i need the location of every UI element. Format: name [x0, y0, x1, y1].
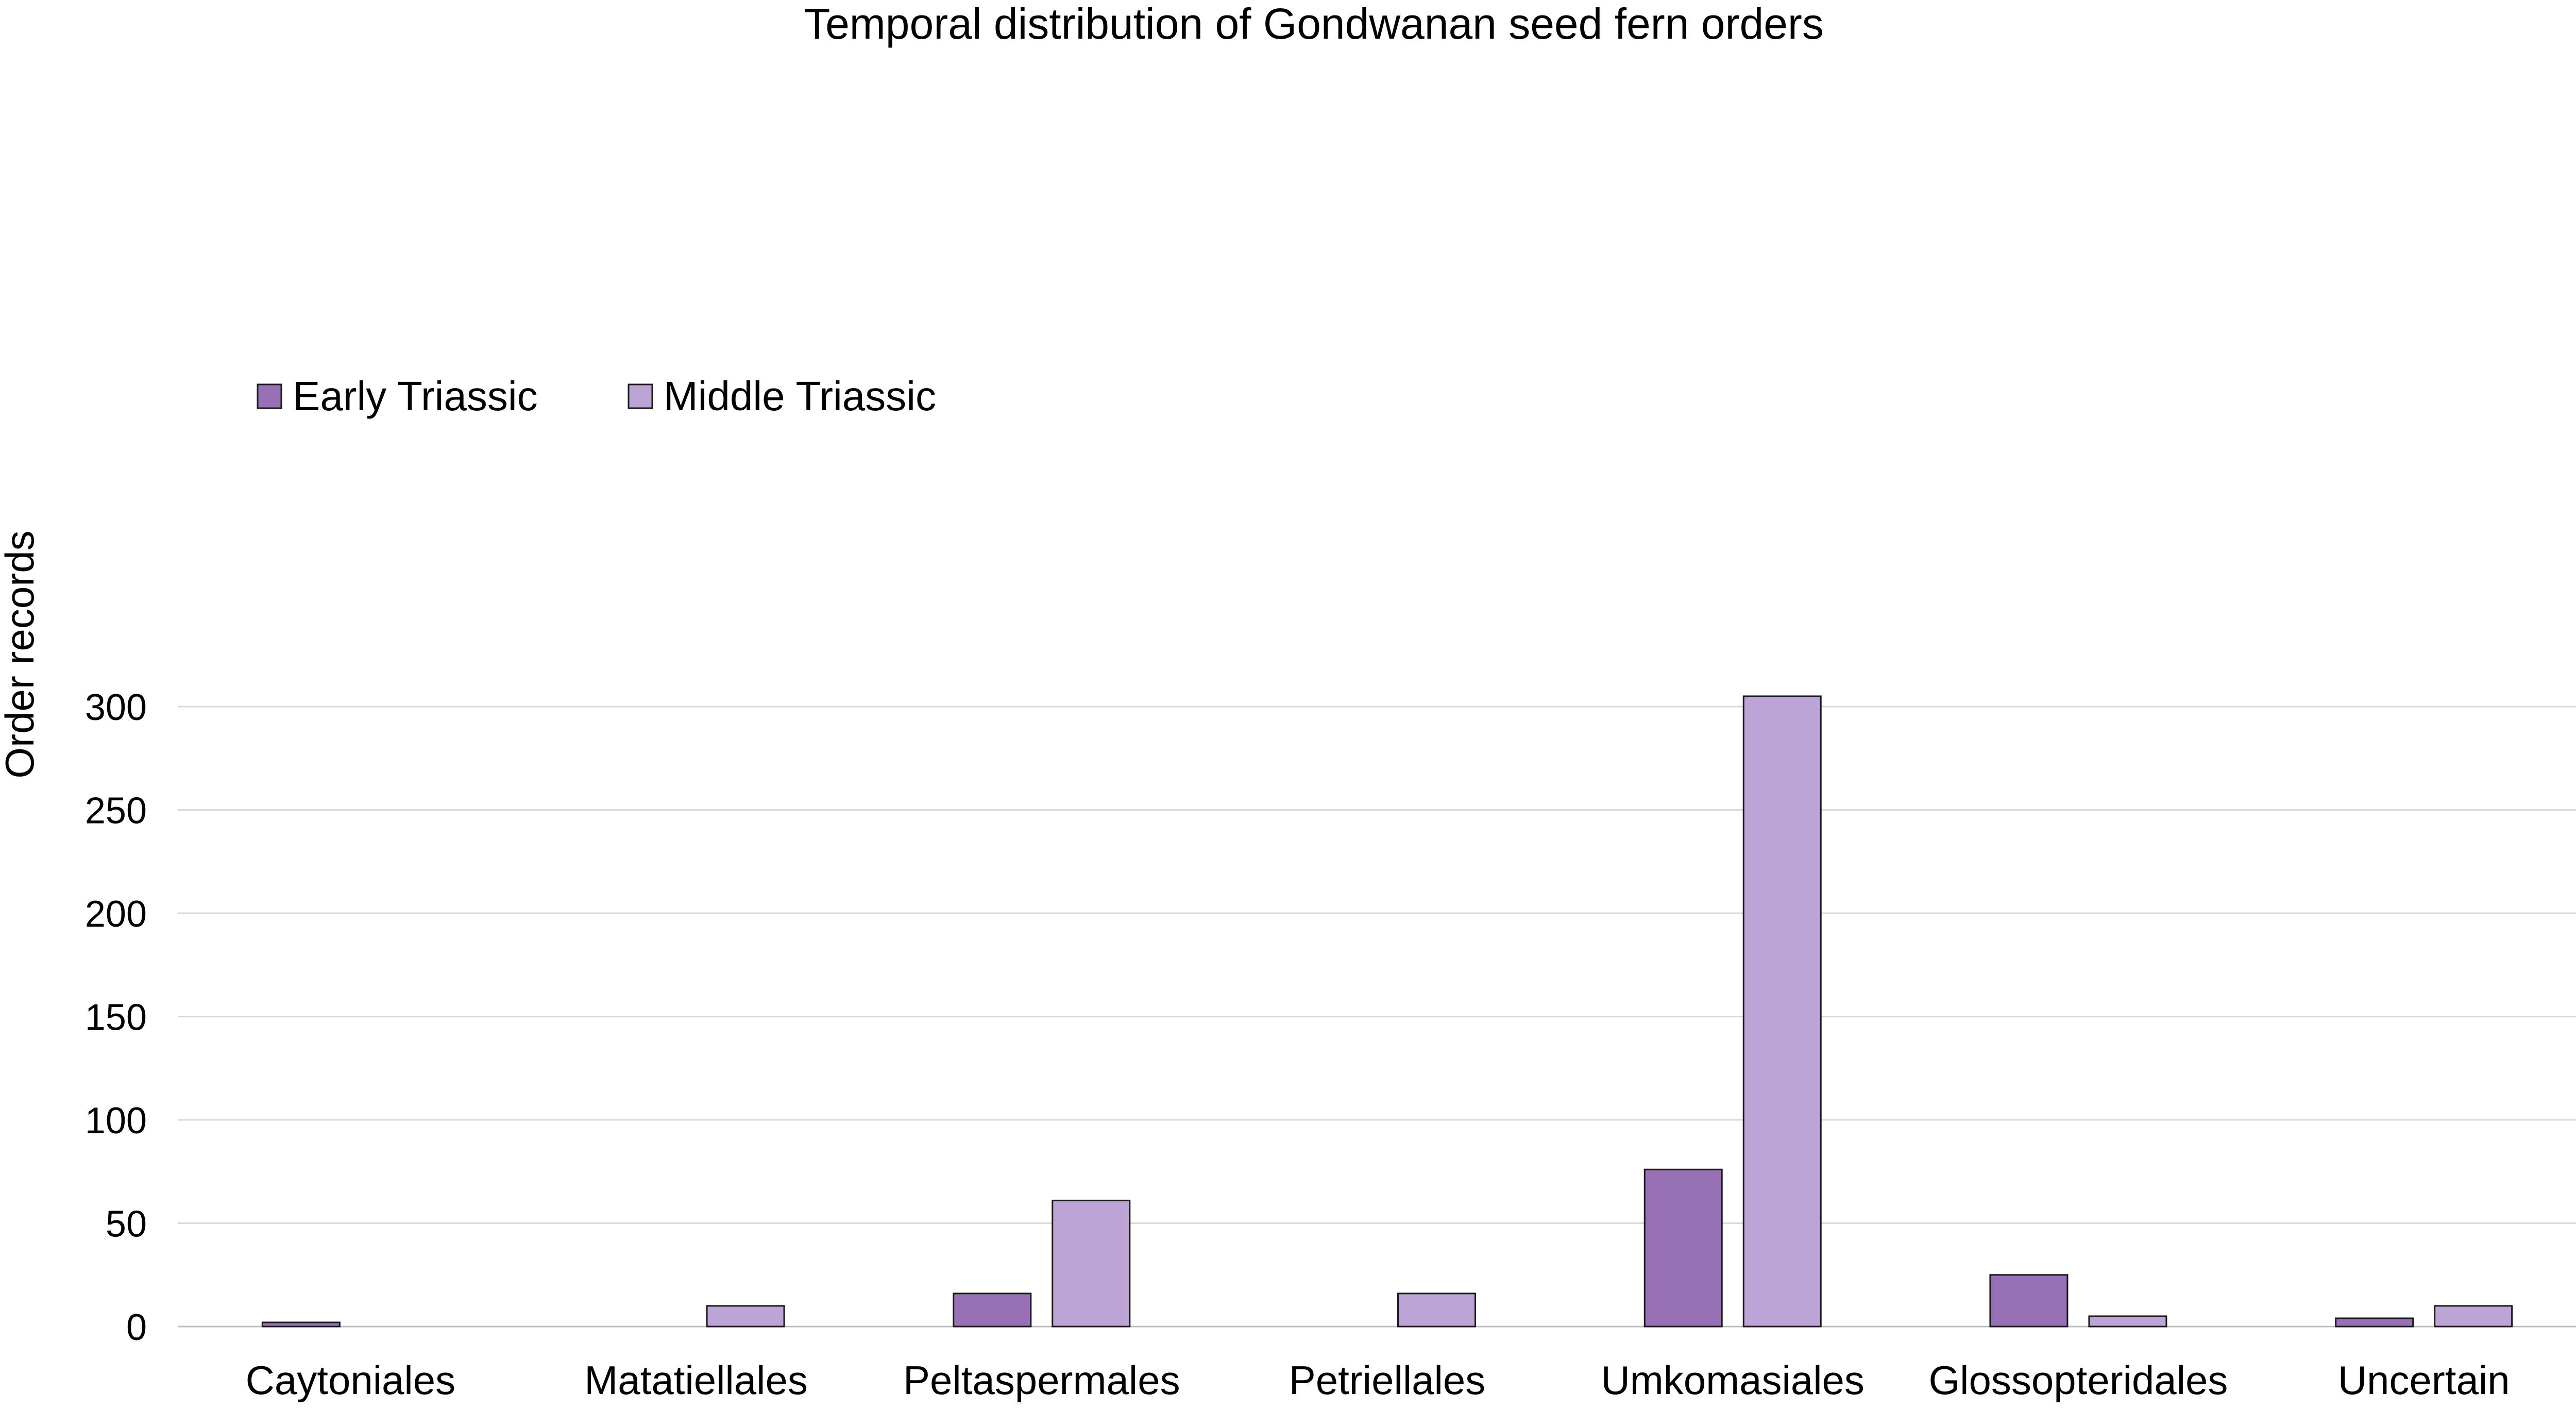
y-tick-label: 200	[85, 894, 147, 935]
category-label: Umkomasiales	[1601, 1357, 1864, 1403]
y-tick-label: 300	[85, 687, 147, 728]
y-tick-label: 100	[85, 1100, 147, 1142]
category-label: Peltaspermales	[903, 1357, 1180, 1403]
bar-early-triassic	[953, 1293, 1032, 1328]
legend-swatch	[257, 383, 282, 409]
y-tick-label: 150	[85, 997, 147, 1038]
y-tick-labels: 0 50 100 150 200 250 300	[85, 687, 147, 1348]
legend: Early Triassic Middle Triassic	[257, 373, 936, 419]
bar-middle-triassic	[706, 1305, 785, 1328]
bar-middle-triassic	[2088, 1315, 2167, 1328]
bar-early-triassic	[1643, 1168, 1723, 1328]
y-axis-label: Order records	[0, 530, 42, 778]
bar-middle-triassic	[1397, 1293, 1476, 1328]
y-tick-label: 50	[106, 1204, 147, 1245]
bar-middle-triassic	[2434, 1305, 2513, 1328]
legend-label: Early Triassic	[293, 373, 538, 419]
bar-early-triassic	[261, 1321, 341, 1328]
category-label: Caytoniales	[246, 1357, 456, 1403]
gridlines	[178, 706, 2576, 1328]
chart-title: Temporal distribution of Gondwanan seed …	[804, 0, 1824, 48]
category-label: Matatiellales	[584, 1357, 808, 1403]
legend-label: Middle Triassic	[664, 373, 936, 419]
y-tick-label: 0	[126, 1307, 147, 1348]
bar-middle-triassic	[1052, 1199, 1131, 1328]
y-tick-label: 250	[85, 791, 147, 832]
bars	[261, 695, 2513, 1328]
category-label: Glossopteridales	[1928, 1357, 2228, 1403]
legend-swatch	[628, 383, 653, 409]
bar-early-triassic	[2335, 1317, 2414, 1328]
category-label: Petriellales	[1289, 1357, 1486, 1403]
category-label: Uncertain	[2338, 1357, 2510, 1403]
bar-early-triassic	[1989, 1274, 2069, 1328]
category-labels: Caytoniales Matatiellales Peltaspermales Pe…	[246, 1357, 2510, 1403]
bar-middle-triassic	[1742, 695, 1822, 1328]
